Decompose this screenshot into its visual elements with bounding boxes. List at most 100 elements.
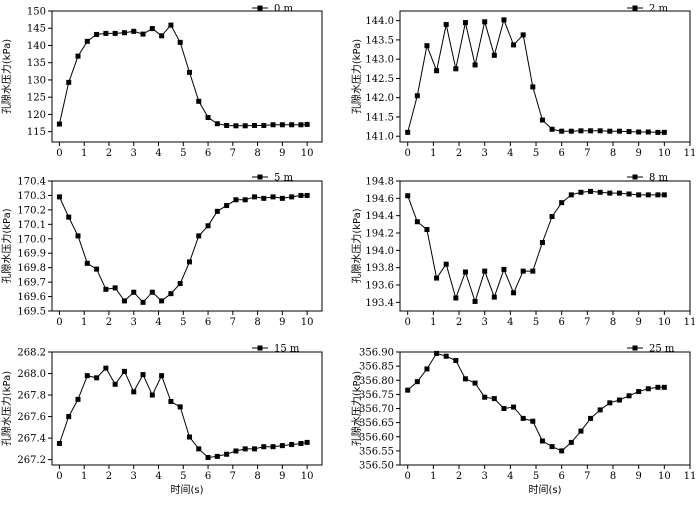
x-tick-label: 6 [205, 148, 211, 159]
x-tick-label: 5 [180, 471, 186, 482]
x-tick-label: 0 [405, 317, 411, 328]
legend-label: 5 m [274, 173, 294, 184]
data-point [121, 298, 127, 304]
data-point [482, 19, 488, 25]
data-point [636, 129, 642, 135]
x-tick-label: 6 [205, 317, 211, 328]
legend-label: 15 m [274, 344, 300, 355]
data-point [597, 407, 603, 413]
legend-marker [257, 174, 263, 180]
x-tick-label: 0 [405, 471, 411, 482]
x-tick-label: 8 [610, 317, 616, 328]
y-tick-label: 169.6 [17, 292, 46, 303]
panel-0: 0 1 2 3 4 5 6 7 8 9 10 115 120 125 130 135 140 145 150 孔隙水压… [0, 4, 323, 159]
data-point [94, 31, 100, 37]
series-line [58, 367, 308, 459]
data-point [261, 444, 267, 450]
x-tick-label: 1 [81, 317, 87, 328]
data-point [66, 414, 72, 420]
x-tick-label: 8 [254, 471, 260, 482]
data-point [520, 32, 526, 38]
data-point [530, 418, 536, 424]
data-point [252, 122, 257, 128]
x-tick-label: 7 [584, 148, 590, 159]
y-tick-label: 142.0 [365, 93, 394, 104]
y-tick-label: 356.80 [359, 376, 394, 387]
data-point [424, 43, 430, 49]
data-point [597, 128, 603, 134]
data-point [539, 117, 545, 123]
x-tick-label: 1 [430, 471, 436, 482]
data-point [661, 129, 667, 135]
data-point [270, 194, 276, 200]
data-point [588, 128, 594, 134]
data-point [214, 208, 220, 214]
x-tick-label: 3 [131, 317, 137, 328]
plot-frame [399, 180, 691, 312]
data-point [186, 434, 192, 440]
data-point [655, 192, 661, 198]
data-point [279, 195, 285, 201]
x-tick-label: 9 [635, 471, 641, 482]
data-point [196, 446, 202, 452]
data-point [607, 128, 613, 134]
data-point [261, 195, 267, 201]
data-point [261, 122, 267, 128]
data-point [414, 93, 420, 99]
data-point [453, 66, 459, 72]
data-point [501, 406, 507, 411]
data-point [224, 451, 230, 457]
data-point [168, 399, 174, 405]
x-tick-label: 2 [456, 317, 462, 328]
y-tick-label: 356.50 [359, 461, 394, 472]
data-point [214, 121, 220, 127]
legend-label: 2 m [649, 4, 669, 15]
x-tick-label: 3 [131, 148, 137, 159]
data-point [588, 188, 594, 194]
x-tick-label: 8 [254, 148, 260, 159]
data-point [149, 26, 155, 32]
y-tick-label: 356.90 [359, 348, 394, 359]
y-tick-label: 356.65 [359, 418, 394, 429]
y-tick-label: 194.2 [365, 229, 394, 240]
data-point [177, 404, 183, 410]
data-point [607, 400, 613, 406]
data-point [84, 260, 90, 266]
data-point [636, 192, 642, 198]
data-point [443, 21, 449, 27]
data-point [462, 20, 468, 26]
data-point [298, 192, 304, 198]
data-point [186, 69, 192, 75]
x-tick-label: 11 [684, 317, 697, 328]
data-point [482, 394, 488, 400]
data-point [568, 439, 574, 445]
data-point [205, 115, 211, 121]
data-point [511, 404, 517, 410]
x-tick-label: 3 [131, 471, 137, 482]
data-point [588, 415, 594, 421]
data-point [149, 289, 155, 295]
y-tick-label: 130 [27, 75, 46, 86]
data-point [578, 189, 584, 195]
y-tick-label: 193.4 [365, 298, 394, 309]
data-point [177, 39, 183, 45]
y-tick-label: 142.5 [365, 74, 394, 85]
data-point [131, 289, 137, 295]
data-point [279, 443, 285, 449]
data-point [616, 397, 622, 403]
x-tick-label: 10 [301, 471, 314, 482]
data-point [224, 122, 230, 128]
x-tick-label: 2 [106, 317, 112, 328]
data-point [568, 128, 574, 134]
y-tick-label: 169.9 [17, 249, 46, 260]
data-point [511, 42, 517, 48]
data-point [472, 298, 478, 304]
data-point [75, 53, 81, 59]
data-point [205, 454, 211, 460]
data-point [56, 121, 62, 127]
y-tick-label: 115 [27, 127, 46, 138]
x-tick-label: 6 [558, 471, 564, 482]
x-tick-label: 2 [456, 148, 462, 159]
x-tick-label: 4 [155, 317, 161, 328]
